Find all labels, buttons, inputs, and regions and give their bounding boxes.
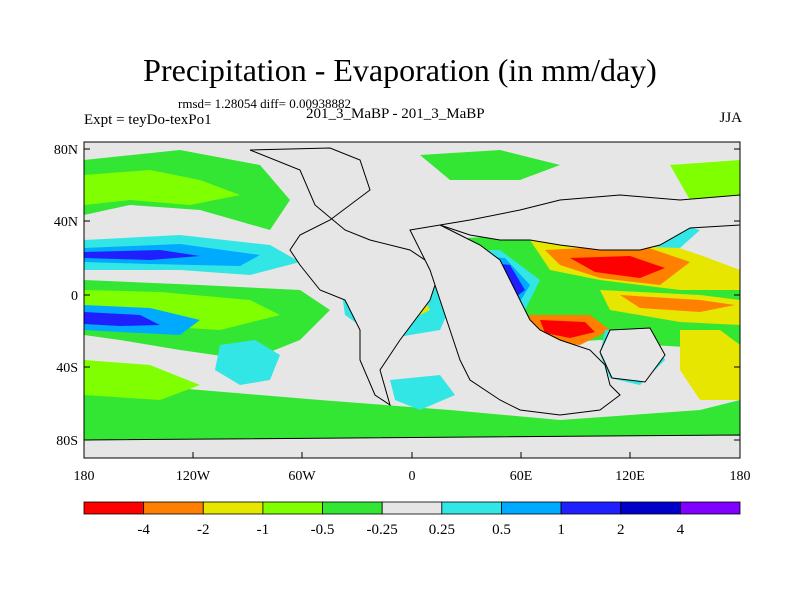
stats-label: rmsd= 1.28054 diff= 0.00938882 <box>178 96 351 111</box>
field-region-npacific-lime <box>84 170 240 205</box>
colorbar-label: 0.5 <box>492 522 511 538</box>
lat-labels: 80N 40N 0 40S 80S <box>54 143 78 449</box>
continent-americas <box>249 147 441 407</box>
field-region-sw-pacific-yellow <box>680 330 740 400</box>
colorbar-swatch <box>202 501 264 515</box>
field-region-io-red-west <box>540 320 595 338</box>
field-region-sepacific-cyan <box>215 340 280 385</box>
field-region-satlantic-cyan <box>390 375 455 410</box>
colorbar: -4 -2 -1 -0.5 -0.25 0.25 0.5 1 2 4 <box>83 501 741 538</box>
continent-asia <box>439 194 740 251</box>
lon-label-120w: 120W <box>176 469 211 484</box>
colorbar-label: -2 <box>197 522 210 538</box>
colorbar-swatch <box>620 501 681 515</box>
lon-label-60w: 60W <box>288 469 316 484</box>
colorbar-swatch <box>560 501 622 515</box>
lat-label-0: 0 <box>71 289 78 304</box>
colorbar-label: -0.5 <box>311 522 335 538</box>
continent-australia <box>599 327 666 383</box>
continents <box>84 147 740 458</box>
colorbar-label: -0.25 <box>367 522 398 538</box>
colorbar-swatch <box>322 501 383 515</box>
field-region-southern-ocean <box>84 380 740 450</box>
continent-antarctica <box>84 434 740 458</box>
field-region-spcz-core <box>84 312 160 326</box>
lat-label-40s: 40S <box>56 361 78 376</box>
season-label: JJA <box>719 110 742 126</box>
lon-label-180w: 180 <box>74 469 95 484</box>
lat-axis <box>84 148 740 441</box>
experiment-label: Expt = teyDo-texPo1 <box>84 112 212 128</box>
colorbar-label: 0.25 <box>429 522 455 538</box>
lat-label-80s: 80S <box>56 434 78 449</box>
continent-eurasia-africa <box>409 224 621 416</box>
colorbar-label: 4 <box>677 522 685 538</box>
lon-label-60e: 60E <box>510 469 533 484</box>
lon-labels: 180 120W 60W 0 60E 120E 180 <box>74 469 751 484</box>
lon-label-120e: 120E <box>615 469 645 484</box>
field-region-indian-red <box>570 256 665 278</box>
field-region-natlantic <box>420 150 560 180</box>
colorbar-swatch <box>143 501 204 515</box>
colorbar-label: -4 <box>137 522 150 538</box>
field-region-itcz-blue <box>84 250 200 260</box>
field-region-southern-lime <box>84 360 200 400</box>
colorbar-label: -1 <box>257 522 270 538</box>
lon-axis <box>83 452 741 458</box>
lat-label-80n: 80N <box>54 143 78 158</box>
colorbar-swatch <box>262 501 323 515</box>
field-region-io-orange-south <box>620 295 735 312</box>
lon-label-180e: 180 <box>730 469 751 484</box>
case-label: 201_3_MaBP - 201_3_MaBP <box>306 106 485 122</box>
colorbar-swatch <box>679 501 741 515</box>
colorbar-swatch <box>83 501 145 515</box>
lat-label-40n: 40N <box>54 215 78 230</box>
plot-title: Precipitation - Evaporation (in mm/day) <box>143 52 657 88</box>
colorbar-swatch <box>501 501 562 515</box>
colorbar-swatch <box>381 501 443 515</box>
colorbar-label: 1 <box>557 522 565 538</box>
lon-label-0: 0 <box>409 469 416 484</box>
colorbar-swatch <box>441 501 502 515</box>
colorbar-label: 2 <box>617 522 625 538</box>
